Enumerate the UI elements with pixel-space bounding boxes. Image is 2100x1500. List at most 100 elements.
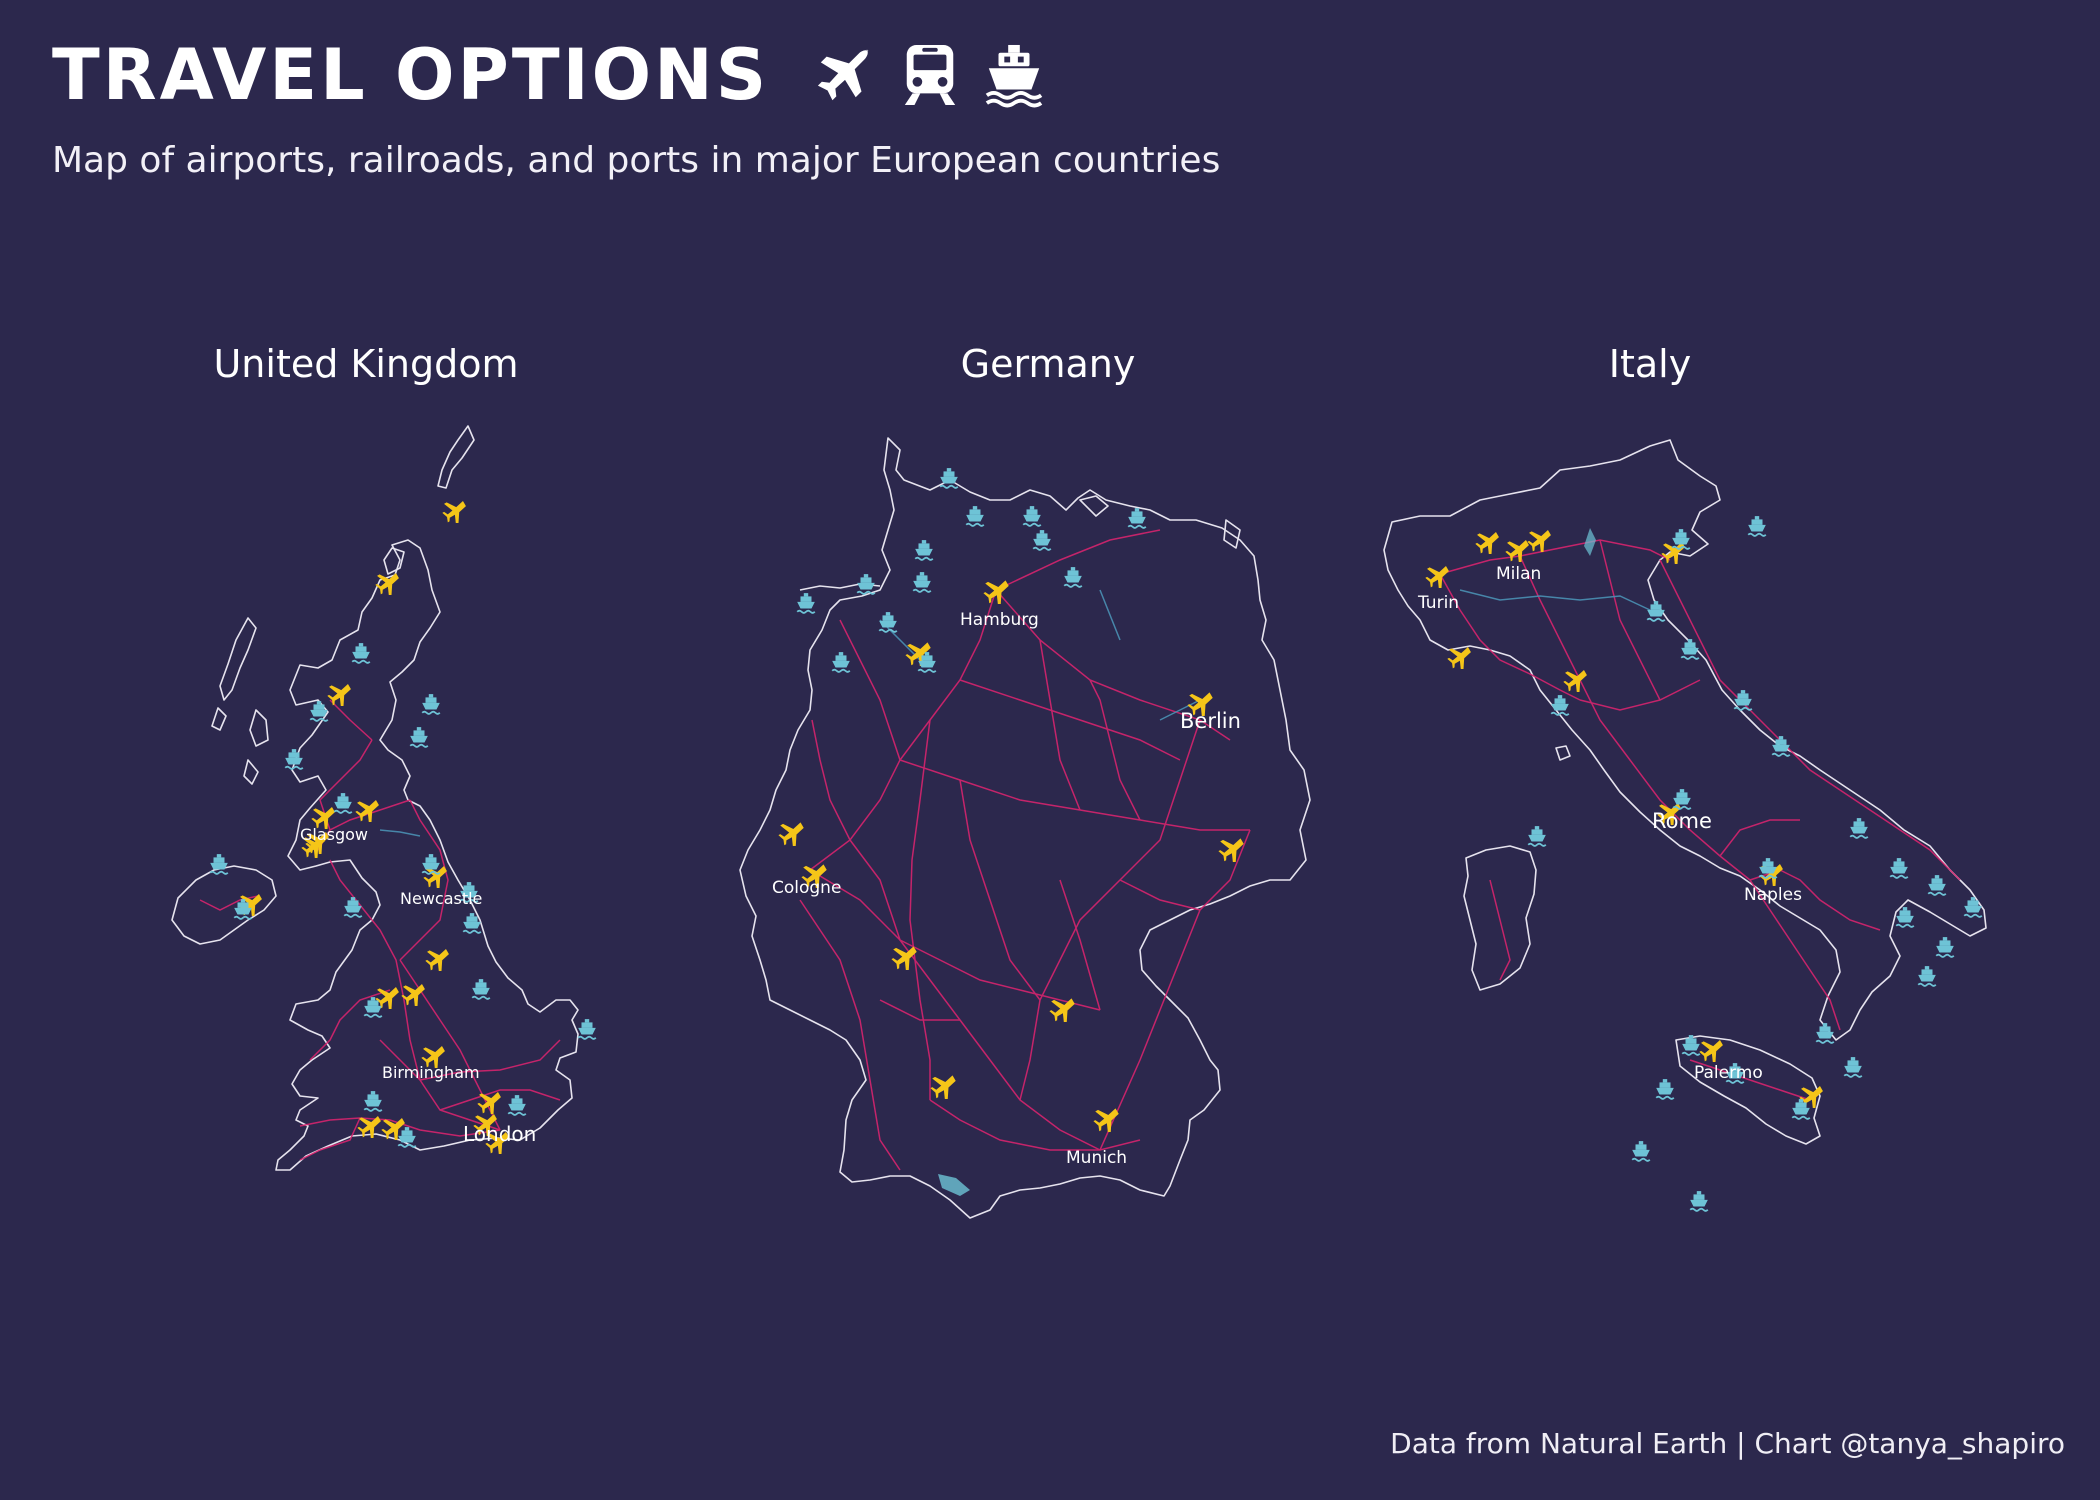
airport-icon — [1424, 560, 1452, 588]
port-icon — [1631, 1140, 1651, 1162]
port-icon — [1747, 515, 1767, 537]
city-label-berlin: Berlin — [1180, 709, 1241, 733]
airport-icon — [1217, 832, 1247, 862]
city-label-rome: Rome — [1652, 809, 1712, 833]
city-label-london: London — [463, 1122, 536, 1146]
city-label-glasgow: Glasgow — [300, 825, 368, 844]
page-subtitle: Map of airports, railroads, and ports in… — [52, 140, 1221, 181]
airport-icon — [424, 943, 452, 971]
port-icon — [1550, 694, 1570, 716]
germany-lake-constance — [938, 1174, 970, 1196]
airport-icon — [890, 940, 920, 970]
airport-icon — [476, 1086, 504, 1114]
uk-outline-hebrides — [211, 617, 257, 731]
port-icon — [1849, 817, 1869, 839]
port-icon — [209, 853, 229, 875]
city-label-turin: Turin — [1417, 593, 1459, 613]
city-label-milan: Milan — [1496, 564, 1541, 584]
uk-outline-shetland — [437, 425, 475, 489]
germany-outline — [739, 437, 1311, 1219]
ship-icon — [985, 44, 1043, 108]
city-label-newcastle: Newcastle — [400, 889, 482, 908]
uk-river — [379, 829, 421, 837]
header: TRAVEL OPTIONS — [52, 40, 1045, 110]
airport-icon — [441, 495, 469, 523]
port-icon — [914, 539, 934, 561]
port-icon — [577, 1018, 597, 1040]
uk-outline-northern-ireland — [171, 865, 277, 945]
port-icon — [1646, 600, 1666, 622]
port-icon — [1527, 825, 1547, 847]
port-icon — [471, 978, 491, 1000]
port-icon — [1771, 735, 1791, 757]
port-icon — [333, 792, 353, 814]
port-icon — [309, 700, 329, 722]
port-icon — [1889, 857, 1909, 879]
port-icon — [1733, 689, 1753, 711]
port-icon — [1963, 896, 1983, 918]
airport-icon — [777, 816, 807, 846]
italy-river-po — [1459, 589, 1651, 611]
italy-ports — [1527, 515, 1983, 1212]
italy-lake — [1584, 528, 1596, 556]
port-icon — [351, 642, 371, 664]
city-label-naples: Naples — [1744, 885, 1802, 905]
airport-icon — [1504, 534, 1532, 562]
airplane-icon — [818, 48, 870, 101]
port-icon — [1927, 874, 1947, 896]
port-icon — [1689, 1190, 1709, 1212]
source-caption: Data from Natural Earth | Chart @tanya_s… — [1390, 1427, 2065, 1460]
port-icon — [856, 573, 876, 595]
port-icon — [1032, 529, 1052, 551]
port-icon — [1127, 507, 1147, 529]
port-icon — [507, 1094, 527, 1116]
uk-outline-west-islands — [243, 709, 269, 785]
port-icon — [363, 1090, 383, 1112]
train-icon — [904, 44, 956, 106]
port-icon — [1672, 788, 1692, 810]
port-icon — [912, 571, 932, 593]
airport-icon — [1474, 526, 1502, 554]
germany-ports — [796, 467, 1147, 673]
uk-airports — [237, 495, 512, 1154]
italy-outline-mainland — [1383, 439, 1987, 1041]
port-icon — [343, 896, 363, 918]
city-label-munich: Munich — [1066, 1148, 1127, 1168]
panel-title-uk: United Kingdom — [213, 342, 519, 386]
port-icon — [1680, 638, 1700, 660]
italy-outline-sardinia — [1463, 845, 1537, 991]
city-label-birmingham: Birmingham — [382, 1063, 480, 1082]
port-icon — [409, 726, 429, 748]
port-icon — [965, 505, 985, 527]
title-icons — [815, 42, 1045, 108]
airport-icon — [356, 1110, 384, 1138]
germany-railroads — [799, 529, 1251, 1171]
italy-railroads — [1439, 539, 1961, 1101]
airport-icon — [326, 678, 354, 706]
port-icon — [1843, 1056, 1863, 1078]
port-icon — [421, 693, 441, 715]
panel-title-germany: Germany — [960, 342, 1136, 386]
map-united-kingdom: Glasgow Newcastle Birmingham London — [171, 425, 597, 1171]
airport-icon — [929, 1069, 959, 1099]
port-icon — [1815, 1022, 1835, 1044]
port-icon — [1935, 936, 1955, 958]
panel-title-italy: Italy — [1608, 342, 1692, 386]
port-icon — [1022, 505, 1042, 527]
port-icon — [1917, 965, 1937, 987]
city-label-palermo: Palermo — [1694, 1063, 1763, 1083]
city-label-cologne: Cologne — [772, 878, 841, 898]
italy-outline-sicily — [1675, 1035, 1821, 1145]
uk-railroads — [199, 699, 561, 1161]
port-icon — [939, 467, 959, 489]
city-label-hamburg: Hamburg — [960, 610, 1039, 630]
italy-outline-elba — [1555, 745, 1571, 761]
port-icon — [1063, 566, 1083, 588]
italy-airports — [1424, 524, 1826, 1108]
airport-icon — [982, 574, 1012, 604]
uk-outline-orkney — [383, 547, 405, 575]
map-germany: Hamburg Berlin Cologne Munich — [739, 437, 1311, 1219]
map-italy: Milan Turin Rome Naples Palermo — [1383, 439, 1987, 1212]
port-icon — [1655, 1078, 1675, 1100]
